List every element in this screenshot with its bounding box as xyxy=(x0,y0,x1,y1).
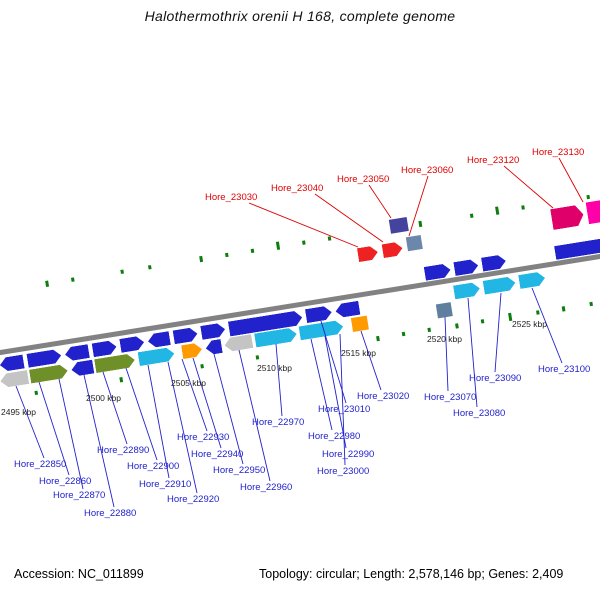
gene-label[interactable]: Hore_23020 xyxy=(357,391,410,402)
gene-label[interactable]: Hore_22870 xyxy=(53,490,106,501)
gene-label[interactable]: Hore_22960 xyxy=(240,482,293,493)
gene-label[interactable]: Hore_23080 xyxy=(453,408,506,419)
scale-tick-label: 2510 kbp xyxy=(257,363,292,373)
scale-tick-label: 2505 kbp xyxy=(171,378,206,388)
scale-tick-label: 2520 kbp xyxy=(427,334,462,344)
gene-label[interactable]: Hore_22860 xyxy=(39,476,92,487)
gene-label[interactable]: Hore_22970 xyxy=(252,417,305,428)
scale-tick-label: 2495 kbp xyxy=(1,407,36,417)
gene-label[interactable]: Hore_23010 xyxy=(318,404,371,415)
gene-label[interactable]: Hore_22910 xyxy=(139,479,192,490)
page-title: Halothermothrix orenii H 168, complete g… xyxy=(144,8,456,24)
gene-label[interactable]: Hore_22980 xyxy=(308,431,361,442)
gene-label[interactable]: Hore_22880 xyxy=(84,508,137,519)
gene-label[interactable]: Hore_22940 xyxy=(191,449,244,460)
gene-label[interactable]: Hore_23130 xyxy=(532,147,585,158)
gene-label[interactable]: Hore_23030 xyxy=(205,192,258,203)
gene-label[interactable]: Hore_23060 xyxy=(401,165,454,176)
gene-label[interactable]: Hore_22900 xyxy=(127,461,180,472)
gene-label[interactable]: Hore_22890 xyxy=(97,445,150,456)
gene-label[interactable]: Hore_23000 xyxy=(317,466,370,477)
scale-tick-label: 2525 kbp xyxy=(512,319,547,329)
scale-tick-label: 2515 kbp xyxy=(341,348,376,358)
gene-label[interactable]: Hore_22950 xyxy=(213,465,266,476)
gene-label[interactable]: Hore_23100 xyxy=(538,364,591,375)
gene-label[interactable]: Hore_23090 xyxy=(469,373,522,384)
gene-label[interactable]: Hore_22990 xyxy=(322,449,375,460)
accession-text: Accession: NC_011899 xyxy=(14,567,144,581)
gene-label[interactable]: Hore_22920 xyxy=(167,494,220,505)
gene-label[interactable]: Hore_23120 xyxy=(467,155,520,166)
genome-stats-text: Topology: circular; Length: 2,578,146 bp… xyxy=(259,567,564,581)
gene-label[interactable]: Hore_23050 xyxy=(337,174,390,185)
gene-label[interactable]: Hore_23070 xyxy=(424,392,477,403)
gene-label[interactable]: Hore_23040 xyxy=(271,183,324,194)
gene-label[interactable]: Hore_22930 xyxy=(177,432,230,443)
scale-tick-label: 2500 kbp xyxy=(86,393,121,403)
gene-label[interactable]: Hore_22850 xyxy=(14,459,67,470)
